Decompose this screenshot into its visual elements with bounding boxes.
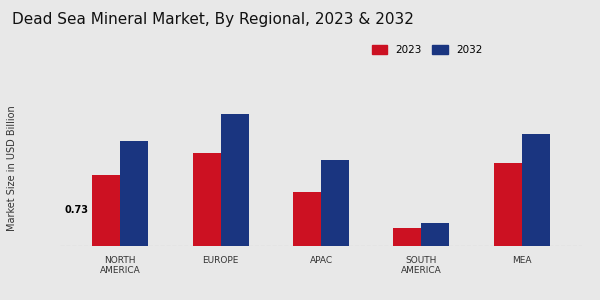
Text: 0.73: 0.73	[64, 206, 88, 215]
Bar	[494, 163, 522, 246]
Bar	[92, 175, 120, 246]
Bar	[293, 192, 321, 246]
Bar	[221, 114, 249, 246]
Bar	[321, 160, 349, 246]
Bar	[120, 141, 148, 246]
Text: Dead Sea Mineral Market, By Regional, 2023 & 2032: Dead Sea Mineral Market, By Regional, 20…	[12, 12, 414, 27]
Bar	[393, 229, 421, 246]
Bar	[522, 134, 550, 246]
Bar	[193, 153, 221, 246]
Legend: 2023, 2032: 2023, 2032	[367, 41, 487, 59]
Bar	[421, 223, 449, 246]
Text: Market Size in USD Billion: Market Size in USD Billion	[7, 105, 17, 231]
